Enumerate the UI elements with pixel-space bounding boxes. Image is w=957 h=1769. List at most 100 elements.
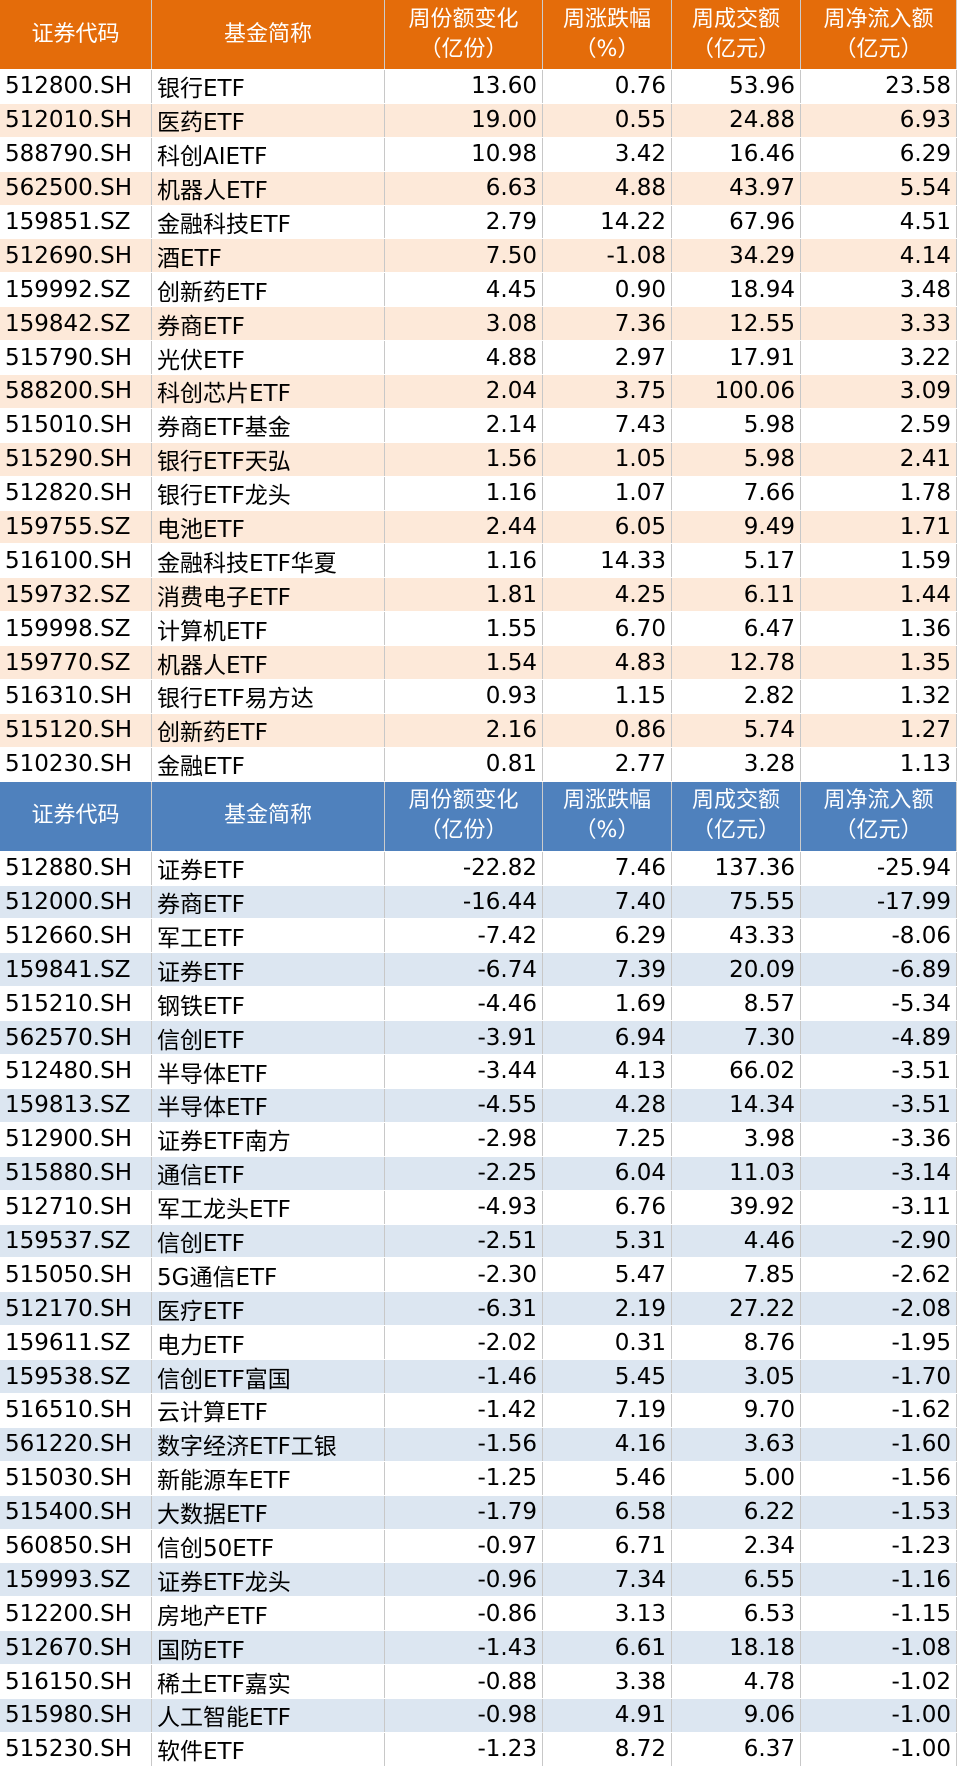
cell: 6.47 xyxy=(672,612,801,646)
cell: -1.02 xyxy=(801,1665,957,1698)
cell: 房地产ETF xyxy=(152,1597,385,1631)
cell: 1.36 xyxy=(801,612,957,646)
data-row: 159537.SZ 信创ETF -2.51 5.31 4.46 -2.90 xyxy=(0,1224,957,1259)
cell: 5.74 xyxy=(672,713,801,747)
cell: 6.70 xyxy=(543,612,672,646)
cell: 7.25 xyxy=(543,1122,672,1156)
cell: 信创ETF xyxy=(152,1224,385,1258)
cell: 7.50 xyxy=(385,239,543,273)
data-row: 512000.SH 券商ETF -16.44 7.40 75.55 -17.99 xyxy=(0,885,957,920)
cell: 6.71 xyxy=(543,1529,672,1563)
cell: 半导体ETF xyxy=(152,1088,385,1122)
cell: 2.79 xyxy=(385,205,543,239)
cell: 512900.SH xyxy=(0,1122,152,1156)
cell: 6.55 xyxy=(672,1563,801,1597)
cell: -3.51 xyxy=(801,1088,957,1122)
cell: -3.44 xyxy=(385,1055,543,1088)
cell: 7.46 xyxy=(543,851,672,885)
cell: 18.18 xyxy=(672,1631,801,1665)
cell: 560850.SH xyxy=(0,1529,152,1563)
cell: 电力ETF xyxy=(152,1326,385,1360)
data-row: 512690.SH 酒ETF 7.50 -1.08 34.29 4.14 xyxy=(0,239,957,274)
cell: 消费电子ETF xyxy=(152,578,385,612)
data-row: 515210.SH 钢铁ETF -4.46 1.69 8.57 -5.34 xyxy=(0,987,957,1022)
cell: 金融科技ETF华夏 xyxy=(152,544,385,578)
cell: 8.76 xyxy=(672,1326,801,1360)
cell: -5.34 xyxy=(801,987,957,1021)
header-cell: 周成交额 （亿元） xyxy=(672,781,801,851)
cell: 0.90 xyxy=(543,273,672,307)
cell: 2.41 xyxy=(801,442,957,476)
header-cell: 证券代码 xyxy=(0,0,152,69)
data-row: 516510.SH 云计算ETF -1.42 7.19 9.70 -1.62 xyxy=(0,1393,957,1428)
header-text: （亿元） xyxy=(691,818,780,844)
cell: 稀土ETF嘉实 xyxy=(152,1665,385,1698)
cell: 创新药ETF xyxy=(152,273,385,307)
cell: 4.88 xyxy=(543,171,672,205)
cell: -22.82 xyxy=(385,851,543,885)
cell: -1.15 xyxy=(801,1597,957,1631)
cell: 12.78 xyxy=(672,646,801,680)
cell: 1.16 xyxy=(385,476,543,510)
cell: 2.59 xyxy=(801,408,957,442)
cell: -1.70 xyxy=(801,1360,957,1393)
cell: 1.44 xyxy=(801,578,957,612)
cell: 计算机ETF xyxy=(152,612,385,646)
cell: 6.53 xyxy=(672,1597,801,1631)
cell: 7.66 xyxy=(672,476,801,510)
header-cell: 周成交额 （亿元） xyxy=(672,0,801,69)
cell: 6.61 xyxy=(543,1631,672,1665)
cell: -3.51 xyxy=(801,1055,957,1088)
cell: 516150.SH xyxy=(0,1665,152,1698)
cell: 机器人ETF xyxy=(152,646,385,680)
header-text: （亿元） xyxy=(834,818,923,844)
cell: -1.16 xyxy=(801,1563,957,1597)
cell: 大数据ETF xyxy=(152,1495,385,1529)
cell: 钢铁ETF xyxy=(152,987,385,1021)
cell: -1.95 xyxy=(801,1326,957,1360)
cell: 4.16 xyxy=(543,1427,672,1461)
cell: 券商ETF xyxy=(152,307,385,341)
cell: 3.13 xyxy=(543,1597,672,1631)
cell: 14.34 xyxy=(672,1088,801,1122)
cell: 20.09 xyxy=(672,953,801,987)
cell: 信创50ETF xyxy=(152,1529,385,1563)
header-text: （%） xyxy=(574,36,640,62)
cell: 512480.SH xyxy=(0,1055,152,1088)
header-text: 周份额变化 xyxy=(408,6,519,32)
cell: -6.31 xyxy=(385,1292,543,1326)
data-row: 512900.SH 证券ETF南方 -2.98 7.25 3.98 -3.36 xyxy=(0,1122,957,1157)
cell: -3.36 xyxy=(801,1122,957,1156)
cell: 512000.SH xyxy=(0,885,152,919)
cell: -1.00 xyxy=(801,1698,957,1732)
cell: -1.23 xyxy=(385,1732,543,1766)
header-cell: 基金简称 xyxy=(152,0,385,69)
cell: -1.79 xyxy=(385,1495,543,1529)
cell: 1.59 xyxy=(801,544,957,578)
cell: 7.40 xyxy=(543,885,672,919)
cell: 信创ETF富国 xyxy=(152,1360,385,1393)
cell: 27.22 xyxy=(672,1292,801,1326)
cell: 1.35 xyxy=(801,646,957,680)
cell: 4.14 xyxy=(801,239,957,273)
cell: -3.11 xyxy=(801,1190,957,1224)
cell: 516510.SH xyxy=(0,1393,152,1427)
cell: 14.22 xyxy=(543,205,672,239)
cell: 1.05 xyxy=(543,442,672,476)
data-row: 159998.SZ 计算机ETF 1.55 6.70 6.47 1.36 xyxy=(0,612,957,647)
cell: -2.02 xyxy=(385,1326,543,1360)
cell: 人工智能ETF xyxy=(152,1698,385,1732)
cell: 515210.SH xyxy=(0,987,152,1021)
cell: -0.97 xyxy=(385,1529,543,1563)
header-cell: 周份额变化 （亿份） xyxy=(385,781,543,851)
cell: 1.07 xyxy=(543,476,672,510)
cell: 证券ETF龙头 xyxy=(152,1563,385,1597)
cell: 6.94 xyxy=(543,1021,672,1055)
cell: 515120.SH xyxy=(0,713,152,747)
cell: 19.00 xyxy=(385,103,543,137)
cell: -1.08 xyxy=(543,239,672,273)
cell: -1.00 xyxy=(801,1732,957,1766)
cell: 516100.SH xyxy=(0,544,152,578)
cell: 4.88 xyxy=(385,341,543,375)
cell: 53.96 xyxy=(672,70,801,103)
